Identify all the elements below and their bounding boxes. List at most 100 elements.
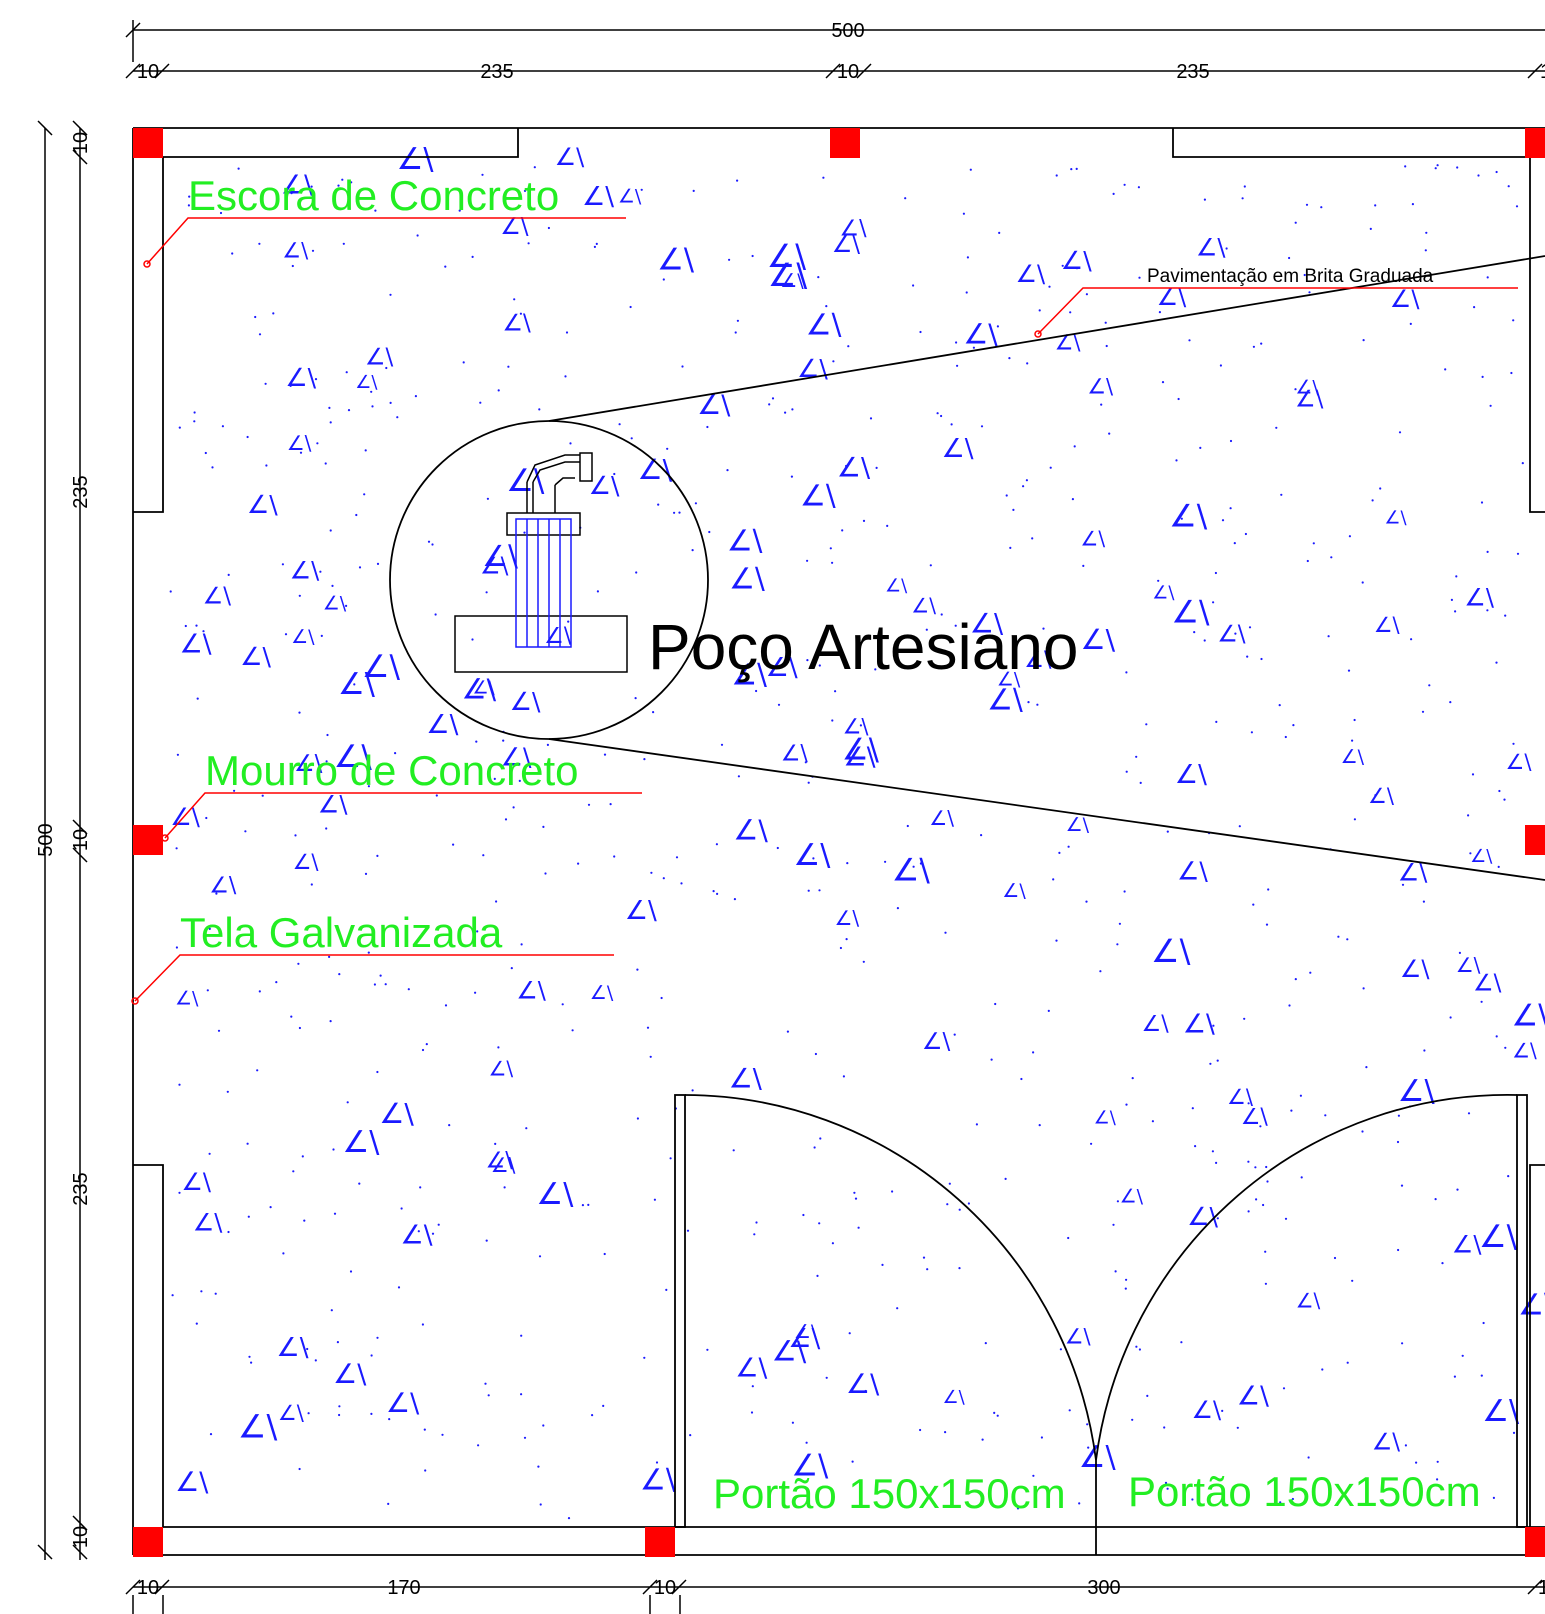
gravel-dot <box>1503 798 1506 801</box>
gravel-dot <box>1146 1394 1149 1397</box>
gravel-dot <box>993 1411 996 1414</box>
gravel-mark: ∠\ <box>285 363 316 392</box>
gravel-dot <box>175 847 178 850</box>
gravel-dot <box>482 854 485 857</box>
gravel-dot <box>421 1323 424 1326</box>
gravel-dot <box>264 382 267 385</box>
gravel-dot <box>816 1274 819 1277</box>
gravel-dot <box>675 856 679 859</box>
gravel-dot <box>1507 1175 1510 1178</box>
gravel-dot <box>419 1186 422 1189</box>
gravel-dot <box>314 1359 317 1362</box>
gravel-dot <box>373 983 376 986</box>
gravel-mark: ∠\ <box>291 626 315 648</box>
gravel-dot <box>1137 186 1140 189</box>
gravel-dot <box>831 561 834 564</box>
gravel-dot <box>1415 1461 1418 1464</box>
gravel-mark: ∠\ <box>1157 283 1188 311</box>
gravel-mark: ∠\ <box>426 710 458 740</box>
gravel-dot <box>441 1433 444 1436</box>
gravel-dot <box>906 824 909 828</box>
gravel-dot <box>1284 1217 1288 1220</box>
gravel-dot <box>435 794 438 797</box>
gravel-mark: ∠\ <box>180 630 212 660</box>
gravel-dot <box>1441 1262 1444 1265</box>
gravel-dot <box>233 789 236 792</box>
gravel-dot <box>1455 575 1458 578</box>
gravel-mark: ∠\ <box>846 1369 880 1400</box>
gravel-dot <box>1164 1481 1168 1484</box>
gravel-mark: ∠\ <box>943 1387 966 1408</box>
gravel-mark: ∠\ <box>175 1467 209 1498</box>
gravel-mark: ∠\ <box>1151 932 1191 970</box>
gravel-dot <box>338 1413 341 1417</box>
gravel-dot <box>1022 485 1025 488</box>
gravel-mark: ∠\ <box>1080 527 1105 551</box>
gravel-dot <box>1004 1177 1007 1180</box>
gravel-dot <box>750 1411 754 1414</box>
gravel-dot <box>196 697 199 700</box>
gravel-mark: ∠\ <box>638 453 673 486</box>
gravel-dot <box>1135 1345 1138 1348</box>
gravel-dot <box>546 743 550 747</box>
gravel-dot <box>817 276 820 279</box>
gravel-dot <box>1480 501 1484 504</box>
gravel-dot <box>966 256 970 259</box>
gravel-dot <box>1337 935 1340 938</box>
gravel-dot <box>1495 1035 1498 1038</box>
gravel-dot <box>448 1124 451 1127</box>
gravel-dot <box>1070 168 1073 171</box>
gravel-dot <box>1036 703 1039 706</box>
gravel-mark: ∠\ <box>791 1448 829 1483</box>
gravel-dot <box>1229 507 1232 510</box>
gravel-dot <box>776 846 779 850</box>
gravel-dot <box>1252 903 1255 906</box>
gravel-dot <box>807 889 810 892</box>
gravel-dot <box>358 1182 361 1185</box>
gravel-dot <box>706 1348 709 1351</box>
gravel-dot <box>1247 1160 1250 1163</box>
gravel-mark: ∠\ <box>1217 622 1246 648</box>
gravel-mark: ∠\ <box>282 239 309 263</box>
leader-pavimentacao <box>1034 287 1518 338</box>
gravel-dot <box>874 668 877 671</box>
gravel-dot <box>1346 1361 1349 1364</box>
gravel-dot <box>1436 164 1439 167</box>
gravel-dot <box>649 1055 652 1058</box>
gravel-dot <box>444 265 447 268</box>
gravel-dot <box>1521 462 1524 465</box>
gravel-dot <box>1055 174 1058 177</box>
gravel-dot <box>1498 789 1501 793</box>
gravel-dot <box>178 426 181 429</box>
gravel-dot <box>330 1309 333 1312</box>
gravel-dot <box>431 1232 435 1235</box>
gravel-dot <box>520 1334 523 1337</box>
gravel-mark: ∠\ <box>1368 784 1395 808</box>
gravel-mark: ∠\ <box>1506 750 1533 774</box>
gravel-dot <box>226 1090 229 1093</box>
gravel-dot <box>737 775 741 778</box>
gravel-mark: ∠\ <box>1372 1430 1401 1456</box>
gravel-dot <box>1085 293 1088 296</box>
gravel-dot <box>195 624 198 627</box>
gravel-dot <box>497 1046 500 1049</box>
gravel-dot <box>1215 1161 1218 1164</box>
gravel-dot <box>990 1058 993 1061</box>
gravel-dot <box>518 779 521 783</box>
gravel-dot <box>1292 724 1295 727</box>
post-top-center <box>830 128 860 158</box>
gravel-dot <box>864 1389 867 1393</box>
gravel-dot <box>1275 426 1278 429</box>
gravel-dot <box>193 420 196 423</box>
gravel-dot <box>1069 311 1072 314</box>
gravel-dot <box>1303 273 1306 277</box>
gravel-dot <box>176 753 179 756</box>
gravel-mark: ∠\ <box>735 1354 767 1384</box>
gravel-dot <box>282 1252 285 1255</box>
gravel-dot <box>998 231 1001 234</box>
gravel-dot <box>636 1117 640 1120</box>
gravel-dot <box>1307 1456 1310 1459</box>
gravel-dot <box>691 549 694 552</box>
gravel-dot <box>1365 1066 1368 1069</box>
